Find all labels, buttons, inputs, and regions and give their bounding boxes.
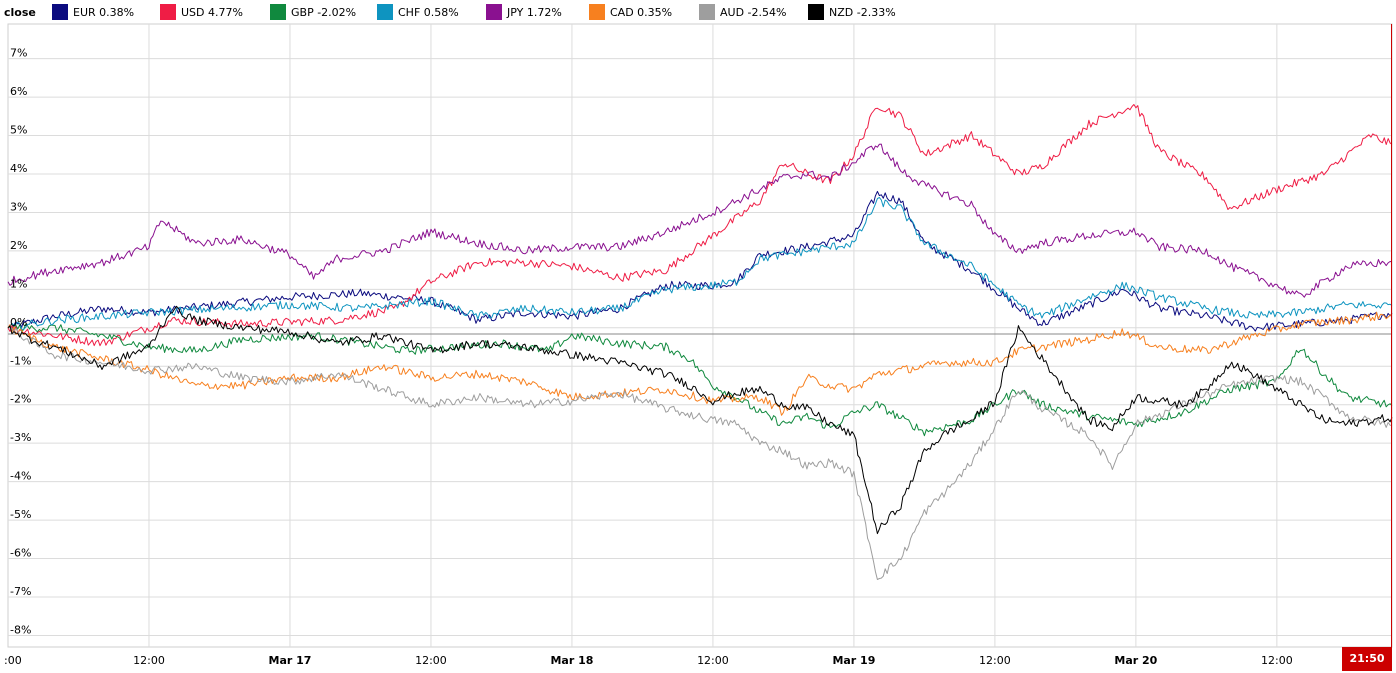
grid-lines: [7, 23, 1393, 648]
x-tick-label: :00: [4, 654, 22, 667]
y-tick-label: -2%: [10, 393, 31, 406]
legend-swatch: [486, 4, 502, 20]
legend-title: close: [4, 6, 36, 19]
current-time-badge: [1342, 647, 1392, 671]
legend-label: GBP -2.02%: [291, 6, 356, 19]
x-tick-label: Mar 19: [832, 654, 875, 667]
current-time-label: 21:50: [1349, 652, 1384, 665]
y-tick-label: 5%: [10, 124, 27, 137]
legend-swatch: [270, 4, 286, 20]
legend-swatch: [699, 4, 715, 20]
y-tick-label: -5%: [10, 508, 31, 521]
y-tick-label: -7%: [10, 585, 31, 598]
legend-item-aud[interactable]: AUD -2.54%: [699, 4, 786, 20]
series-line-jpy: [7, 143, 1393, 298]
legend-swatch: [52, 4, 68, 20]
legend-label: CAD 0.35%: [610, 6, 672, 19]
legend-item-gbp[interactable]: GBP -2.02%: [270, 4, 356, 20]
x-tick-label: Mar 17: [269, 654, 312, 667]
x-tick-label: 12:00: [1261, 654, 1293, 667]
legend-item-nzd[interactable]: NZD -2.33%: [808, 4, 896, 20]
x-tick-label: 12:00: [697, 654, 729, 667]
legend-swatch: [160, 4, 176, 20]
series-line-gbp: [7, 323, 1393, 437]
legend-label: NZD -2.33%: [829, 6, 896, 19]
series-line-cad: [7, 311, 1393, 416]
y-tick-label: -3%: [10, 431, 31, 444]
x-tick-label: 12:00: [979, 654, 1011, 667]
y-tick-label: 3%: [10, 200, 27, 213]
legend-label: JPY 1.72%: [506, 6, 562, 19]
legend-swatch: [377, 4, 393, 20]
legend-item-chf[interactable]: CHF 0.58%: [377, 4, 459, 20]
series-line-usd: [7, 104, 1393, 347]
legend-item-eur[interactable]: EUR 0.38%: [52, 4, 134, 20]
legend-item-jpy[interactable]: JPY 1.72%: [486, 4, 562, 20]
series-line-aud: [7, 327, 1393, 580]
y-tick-label: -6%: [10, 547, 31, 560]
legend-item-cad[interactable]: CAD 0.35%: [589, 4, 672, 20]
x-tick-label: 12:00: [133, 654, 165, 667]
legend-label: USD 4.77%: [181, 6, 243, 19]
legend-label: AUD -2.54%: [720, 6, 786, 19]
y-tick-label: 4%: [10, 162, 27, 175]
legend-swatch: [589, 4, 605, 20]
legend-swatch: [808, 4, 824, 20]
series-line-nzd: [7, 305, 1393, 535]
y-tick-label: 7%: [10, 47, 27, 60]
legend[interactable]: close EUR 0.38% USD 4.77% GBP -2.02% CHF 0.5…: [4, 4, 896, 20]
y-tick-label: -4%: [10, 470, 31, 483]
y-tick-label: 6%: [10, 85, 27, 98]
y-tick-label: 2%: [10, 239, 27, 252]
legend-label: EUR 0.38%: [73, 6, 134, 19]
series-line-chf: [7, 197, 1393, 330]
x-tick-label: Mar 20: [1114, 654, 1157, 667]
plot-border: [7, 23, 1393, 648]
x-tick-label: 12:00: [415, 654, 447, 667]
y-tick-label: 0%: [10, 316, 27, 329]
legend-item-usd[interactable]: USD 4.77%: [160, 4, 243, 20]
y-tick-label: -8%: [10, 623, 31, 636]
x-axis-ticks: :00 12:00 Mar 17 12:00 Mar 18 12:00 Mar 19 12:0…: [4, 654, 1293, 667]
series-lines: [7, 104, 1393, 580]
y-tick-label: 1%: [10, 277, 27, 290]
y-axis-ticks: 7% 6% 5% 4% 3% 2% 1% 0% -1% -2% -3% -4% -5% -6% -7% -8%: [10, 47, 31, 637]
y-tick-label: -1%: [10, 354, 31, 367]
x-tick-label: Mar 18: [550, 654, 593, 667]
legend-label: CHF 0.58%: [398, 6, 459, 19]
